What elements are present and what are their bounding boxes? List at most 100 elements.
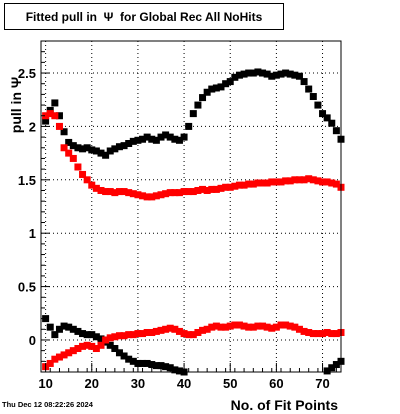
x-tick-label: 10: [38, 376, 52, 391]
data-point: [319, 110, 327, 118]
data-point: [120, 188, 128, 196]
data-point: [175, 189, 183, 197]
y-axis-title: pull in Ψ: [8, 77, 24, 133]
data-point: [282, 69, 290, 77]
data-point: [152, 327, 160, 335]
data-point: [231, 73, 239, 81]
data-point: [88, 331, 96, 339]
data-point: [314, 101, 322, 109]
data-point: [272, 323, 280, 331]
data-point: [51, 99, 59, 107]
data-point: [254, 322, 262, 330]
data-point: [194, 186, 202, 194]
data-point: [134, 191, 142, 199]
data-point: [129, 331, 137, 339]
data-point: [139, 359, 147, 367]
data-point: [55, 353, 63, 361]
data-point: [319, 178, 327, 186]
data-point: [42, 117, 50, 125]
data-point: [65, 149, 73, 157]
data-point: [148, 193, 156, 201]
data-point: [60, 144, 68, 152]
data-point: [92, 345, 100, 353]
data-point: [143, 359, 151, 367]
data-point: [74, 163, 82, 171]
data-point: [314, 330, 322, 338]
data-point: [88, 146, 96, 154]
tick-labels: 10 20 30 40 50 60 70 0 0.5 1 1.5 2 2.5: [18, 66, 330, 391]
data-point: [194, 101, 202, 109]
data-point: [74, 345, 82, 353]
data-point: [226, 183, 234, 191]
data-point: [143, 328, 151, 336]
data-point: [166, 189, 174, 197]
data-point: [254, 68, 262, 76]
data-point: [203, 325, 211, 333]
data-point: [245, 69, 253, 77]
data-point: [212, 84, 220, 92]
data-point: [185, 122, 193, 130]
data-point: [148, 135, 156, 143]
data-point: [157, 191, 165, 199]
data-point: [83, 144, 91, 152]
data-point: [134, 136, 142, 144]
timestamp-label: Thu Dec 12 08:22:26 2024: [2, 400, 93, 409]
data-point: [305, 175, 313, 183]
data-point: [46, 359, 54, 367]
data-point: [328, 119, 336, 127]
data-point: [332, 361, 340, 369]
data-point: [51, 331, 59, 339]
data-point: [175, 136, 183, 144]
data-point: [263, 70, 271, 78]
data-point: [212, 322, 220, 330]
data-point: [106, 188, 114, 196]
data-point: [148, 328, 156, 336]
data-point: [157, 133, 165, 141]
data-point: [212, 185, 220, 193]
data-point: [134, 330, 142, 338]
data-point: [139, 192, 147, 200]
data-point: [175, 327, 183, 335]
data-point: [222, 80, 230, 88]
data-point: [171, 189, 179, 197]
grid-lines: [41, 41, 341, 372]
data-point: [125, 189, 133, 197]
y-tick-label: 2: [29, 119, 36, 134]
data-point: [55, 112, 63, 120]
data-point: [217, 184, 225, 192]
data-point: [295, 72, 303, 80]
data-point: [249, 69, 257, 77]
data-point: [69, 347, 77, 355]
data-point: [69, 142, 77, 150]
data-point: [235, 321, 243, 329]
y-tick-label: 1.5: [18, 173, 36, 188]
data-point: [226, 322, 234, 330]
y-tick-label: 0: [29, 333, 36, 348]
data-point: [180, 330, 188, 338]
data-point: [203, 186, 211, 194]
x-tick-label: 50: [223, 376, 237, 391]
data-point: [51, 355, 59, 363]
data-point: [120, 352, 128, 360]
data-point: [249, 180, 257, 188]
data-point: [102, 336, 110, 344]
data-point: [305, 328, 313, 336]
data-markers: [42, 68, 345, 376]
data-point: [245, 323, 253, 331]
data-point: [79, 145, 87, 153]
data-point: [152, 192, 160, 200]
data-point: [139, 135, 147, 143]
data-point: [111, 145, 119, 153]
data-point: [65, 349, 73, 357]
data-point: [309, 330, 317, 338]
data-point: [42, 112, 50, 120]
data-point: [171, 325, 179, 333]
data-point: [60, 322, 68, 330]
data-point: [88, 342, 96, 350]
data-point: [319, 330, 327, 338]
axis-ticks: [40, 40, 337, 373]
y-tick-label: 0.5: [18, 280, 36, 295]
data-point: [83, 341, 91, 349]
data-point: [240, 70, 248, 78]
